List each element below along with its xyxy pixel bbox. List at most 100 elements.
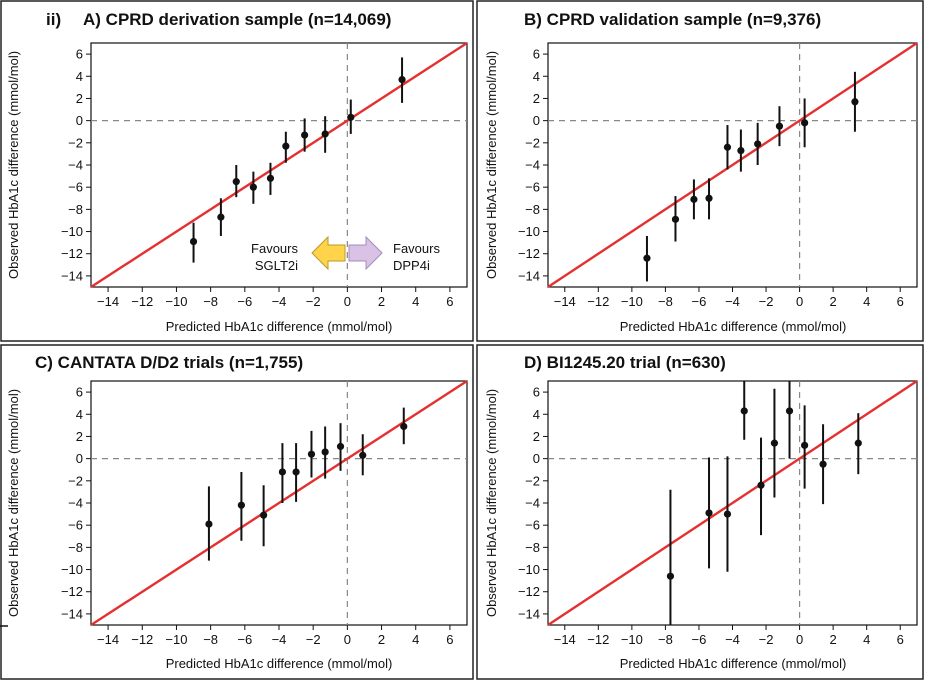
x-tick-label: −14 xyxy=(554,294,576,309)
x-tick-label: −8 xyxy=(658,632,673,647)
y-tick-label: −14 xyxy=(518,606,540,621)
data-point xyxy=(775,122,784,130)
data-point xyxy=(801,441,809,449)
y-axis-label: Observed HbA1c difference (mmol/mol) xyxy=(484,389,499,617)
y-tick-label: 2 xyxy=(533,429,540,444)
y-tick-label: −4 xyxy=(525,496,540,511)
y-tick-label: 0 xyxy=(533,113,540,128)
x-tick-label: −6 xyxy=(237,632,252,647)
x-tick-label: 6 xyxy=(897,632,904,647)
favours-dpp4i-arrow xyxy=(348,235,383,271)
data-point xyxy=(336,442,345,451)
data-point xyxy=(705,509,713,517)
data-point xyxy=(754,140,762,148)
y-tick-label: −14 xyxy=(518,268,540,283)
data-point xyxy=(321,448,329,456)
data-point xyxy=(690,195,698,203)
favours-sglt2i-arrow xyxy=(311,235,346,271)
y-tick-label: −2 xyxy=(525,135,540,150)
data-point xyxy=(770,439,779,447)
y-tick-label: −14 xyxy=(61,268,83,283)
favours-dpp4i-line1: Favours xyxy=(393,241,440,256)
favours-sglt2i-line1: Favours xyxy=(251,241,298,256)
x-axis-label: Predicted HbA1c difference (mmol/mol) xyxy=(620,656,847,671)
identity-line xyxy=(547,41,918,289)
x-tick-label: −4 xyxy=(272,294,287,309)
x-tick-label: 0 xyxy=(796,294,803,309)
y-tick-label: 6 xyxy=(533,47,540,62)
data-point xyxy=(359,451,367,459)
y-tick-label: −8 xyxy=(68,202,83,217)
y-tick-label: 2 xyxy=(533,91,540,106)
y-axis-label: Observed HbA1c difference (mmol/mol) xyxy=(484,51,499,279)
panel-frame-b xyxy=(476,0,924,342)
identity-line xyxy=(90,41,468,289)
y-tick-label: −6 xyxy=(525,518,540,533)
data-point xyxy=(705,194,713,202)
data-point xyxy=(801,119,809,127)
chart-title: B) CPRD validation sample (n=9,376) xyxy=(524,10,821,29)
x-axis-label: Predicted HbA1c difference (mmol/mol) xyxy=(166,656,393,671)
data-point xyxy=(205,520,213,528)
data-point xyxy=(666,572,675,580)
y-axis-label: Observed HbA1c difference (mmol/mol) xyxy=(6,51,21,279)
x-tick-label: −12 xyxy=(131,294,153,309)
x-tick-label: −4 xyxy=(272,632,287,647)
data-point xyxy=(723,510,732,518)
x-tick-label: −8 xyxy=(658,294,673,309)
y-tick-label: −12 xyxy=(61,584,83,599)
panel-label: ii) xyxy=(46,10,61,29)
chart-title: D) BI1245.20 trial (n=630) xyxy=(524,353,726,372)
favours-sglt2i-line2: SGLT2i xyxy=(255,258,298,273)
data-point xyxy=(851,98,859,106)
y-tick-label: 4 xyxy=(533,69,540,84)
y-tick-label: −4 xyxy=(68,496,83,511)
x-tick-label: 4 xyxy=(863,294,870,309)
x-tick-label: 4 xyxy=(412,294,419,309)
data-point xyxy=(321,130,329,138)
x-tick-label: −4 xyxy=(725,632,740,647)
x-tick-label: −6 xyxy=(692,632,707,647)
x-tick-label: −10 xyxy=(621,632,643,647)
y-tick-label: 0 xyxy=(76,113,83,128)
y-tick-label: −6 xyxy=(68,180,83,195)
data-point xyxy=(347,113,355,121)
data-point xyxy=(737,146,745,155)
x-tick-label: 2 xyxy=(378,632,385,647)
x-tick-label: −6 xyxy=(237,294,252,309)
data-point xyxy=(757,481,765,489)
x-tick-label: −14 xyxy=(97,632,119,647)
y-tick-label: −8 xyxy=(525,540,540,555)
data-point xyxy=(282,142,290,150)
y-tick-label: −14 xyxy=(61,606,83,621)
x-tick-label: −12 xyxy=(587,632,609,647)
x-tick-label: −6 xyxy=(692,294,707,309)
x-tick-label: 2 xyxy=(378,294,385,309)
x-tick-label: −14 xyxy=(554,632,576,647)
x-tick-label: −2 xyxy=(759,294,774,309)
y-tick-label: −4 xyxy=(68,158,83,173)
y-tick-label: −10 xyxy=(61,562,83,577)
x-axis-label: Predicted HbA1c difference (mmol/mol) xyxy=(166,319,393,334)
x-tick-label: −2 xyxy=(306,294,321,309)
y-tick-label: −8 xyxy=(525,202,540,217)
x-tick-label: −2 xyxy=(759,632,774,647)
data-point xyxy=(189,237,198,246)
panels: A) CPRD derivation sample (n=14,069)−14−… xyxy=(6,10,918,671)
y-tick-label: 2 xyxy=(76,91,83,106)
data-point xyxy=(307,450,316,458)
data-point xyxy=(785,407,794,415)
data-point xyxy=(232,178,240,186)
x-tick-label: −10 xyxy=(165,632,187,647)
favours-annotation: Favours SGLT2i Favours DPP4i xyxy=(251,235,440,273)
x-tick-label: −8 xyxy=(203,632,218,647)
chart-title: C) CANTATA D/D2 trials (n=1,755) xyxy=(35,353,303,372)
data-point xyxy=(301,131,309,139)
x-tick-label: −8 xyxy=(203,294,218,309)
x-tick-label: 2 xyxy=(830,294,837,309)
x-tick-label: 6 xyxy=(446,632,453,647)
y-tick-label: −2 xyxy=(68,135,83,150)
favours-dpp4i-line2: DPP4i xyxy=(393,258,430,273)
x-tick-label: 6 xyxy=(446,294,453,309)
chart-panel-1: A) CPRD derivation sample (n=14,069)−14−… xyxy=(6,10,468,334)
